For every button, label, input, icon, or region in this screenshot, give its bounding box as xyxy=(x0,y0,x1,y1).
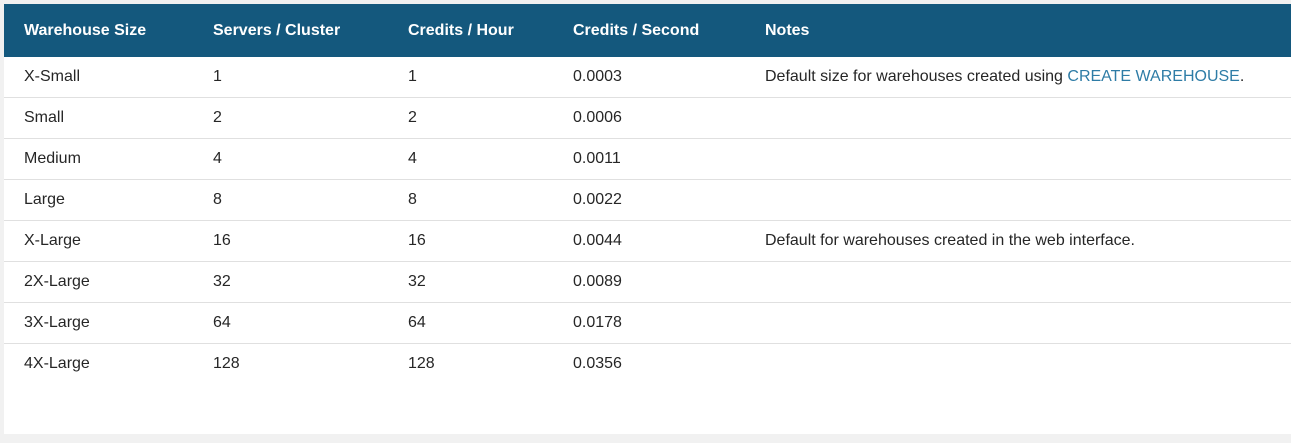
servers-cluster-cell: 2 xyxy=(193,97,388,139)
servers-cluster-cell: 1 xyxy=(213,68,222,85)
notes-cell xyxy=(745,343,1291,384)
credits-hour-cell: 64 xyxy=(388,302,553,344)
servers-cluster-cell: 32 xyxy=(193,261,388,303)
credits-hour-cell: 4 xyxy=(388,138,553,180)
notes-cell: Default for warehouses created in the we… xyxy=(745,220,1291,262)
warehouse-size-cell: 3X-Large xyxy=(4,302,193,344)
servers-cluster-cell: 16 xyxy=(193,220,388,262)
credits-hour-cell: 32 xyxy=(388,261,553,303)
warehouse-size-table: Warehouse Size Servers / Cluster Credits… xyxy=(4,4,1291,384)
note-suffix: . xyxy=(1239,68,1245,85)
column-header-credits-hour: Credits / Hour xyxy=(408,22,514,39)
credits-second-cell: 0.0178 xyxy=(553,302,745,344)
warehouse-size-cell: X-Large xyxy=(4,220,193,262)
credits-second-cell: 0.0022 xyxy=(553,179,745,221)
warehouse-size-cell: 2X-Large xyxy=(4,261,193,303)
warehouse-size-cell: Small xyxy=(4,97,193,139)
notes-cell xyxy=(745,302,1291,344)
credits-second-cell: 0.0044 xyxy=(553,220,745,262)
table-row: 4X-Large 128 128 0.0356 xyxy=(4,343,1291,384)
credits-second-cell: 0.0003 xyxy=(573,68,622,85)
credits-hour-cell: 2 xyxy=(388,97,553,139)
credits-second-cell: 0.0089 xyxy=(553,261,745,303)
credits-hour-cell: 128 xyxy=(388,343,553,384)
table-body: X-Small 1 1 0.0003 Default size for ware… xyxy=(4,57,1291,384)
credits-hour-cell: 1 xyxy=(408,68,417,85)
table-row: Medium 4 4 0.0011 xyxy=(4,138,1291,180)
credits-hour-cell: 16 xyxy=(388,220,553,262)
table-row: Large 8 8 0.0022 xyxy=(4,179,1291,221)
servers-cluster-cell: 4 xyxy=(193,138,388,180)
note-text: Default for warehouses created in the we… xyxy=(765,232,1135,249)
content-surface: Warehouse Size Servers / Cluster Credits… xyxy=(4,4,1291,434)
warehouse-size-cell: 4X-Large xyxy=(4,343,193,384)
credits-second-cell: 0.0356 xyxy=(553,343,745,384)
warehouse-size-cell: X-Small xyxy=(24,68,81,85)
table-row: Small 2 2 0.0006 xyxy=(4,97,1291,139)
notes-cell xyxy=(745,261,1291,303)
servers-cluster-cell: 64 xyxy=(193,302,388,344)
column-header-credits-second: Credits / Second xyxy=(573,22,700,39)
credits-hour-cell: 8 xyxy=(388,179,553,221)
table-row: X-Large 16 16 0.0044 Default for warehou… xyxy=(4,220,1291,262)
table-row: X-Small 1 1 0.0003 Default size for ware… xyxy=(4,57,1291,98)
table-row: 3X-Large 64 64 0.0178 xyxy=(4,302,1291,344)
table-row: 2X-Large 32 32 0.0089 xyxy=(4,261,1291,303)
credits-second-cell: 0.0006 xyxy=(553,97,745,139)
notes-cell: Default size for warehouses created usin… xyxy=(745,57,1291,98)
notes-cell xyxy=(745,97,1291,139)
servers-cluster-cell: 8 xyxy=(193,179,388,221)
warehouse-size-cell: Large xyxy=(4,179,193,221)
credits-second-cell: 0.0011 xyxy=(553,138,745,180)
notes-cell xyxy=(745,179,1291,221)
table-header-row: Warehouse Size Servers / Cluster Credits… xyxy=(4,4,1291,57)
notes-cell xyxy=(745,138,1291,180)
warehouse-size-cell: Medium xyxy=(4,138,193,180)
column-header-warehouse-size: Warehouse Size xyxy=(24,22,147,39)
create-warehouse-link[interactable]: CREATE WAREHOUSE xyxy=(1067,68,1240,85)
column-header-servers-cluster: Servers / Cluster xyxy=(213,22,341,39)
servers-cluster-cell: 128 xyxy=(193,343,388,384)
note-text: Default size for warehouses created usin… xyxy=(765,68,1068,85)
column-header-notes: Notes xyxy=(765,22,810,39)
